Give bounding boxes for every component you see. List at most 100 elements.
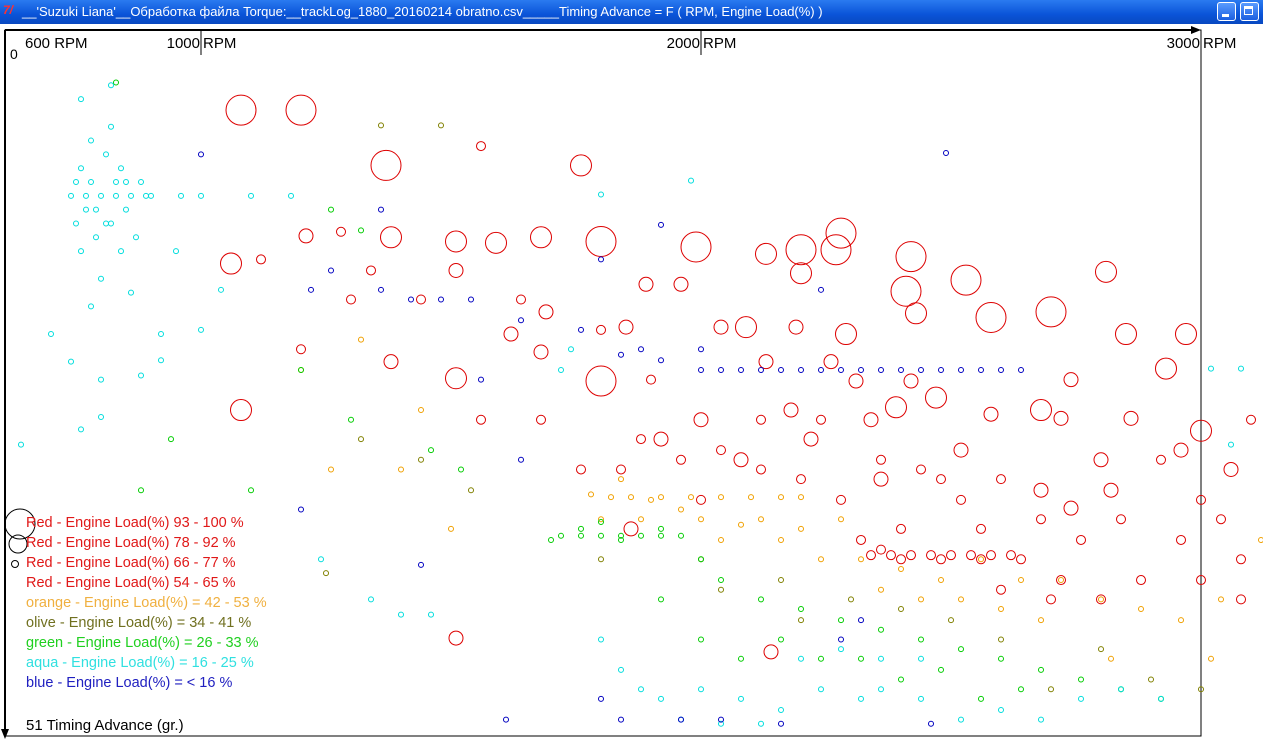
data-point: [878, 626, 884, 633]
minimize-button[interactable]: [1217, 2, 1236, 21]
data-point: [1218, 596, 1224, 603]
data-point: [516, 294, 526, 305]
data-point: [438, 296, 444, 303]
data-point: [825, 217, 857, 249]
data-point: [998, 636, 1004, 643]
data-point: [718, 536, 724, 543]
data-point: [218, 286, 224, 293]
data-point: [548, 536, 554, 543]
app-logo-icon[interactable]: 7/: [3, 3, 14, 17]
data-point: [318, 556, 324, 563]
y-axis-label: 51 Timing Advance (gr.): [26, 717, 184, 734]
data-point: [823, 354, 839, 370]
data-point: [618, 532, 624, 539]
data-point: [1236, 554, 1246, 565]
legend-entry: blue - Engine Load(%) = < 16 %: [26, 675, 233, 691]
data-point: [378, 122, 384, 129]
data-point: [88, 179, 94, 186]
data-point: [978, 695, 984, 702]
data-point: [678, 532, 684, 539]
title-bar: 7/ __'Suzuki Liana'__Обработка файла Tor…: [0, 0, 1263, 24]
data-point: [698, 636, 704, 643]
data-point: [903, 373, 919, 389]
data-point: [878, 366, 884, 373]
data-point: [848, 596, 854, 603]
data-point: [598, 636, 604, 643]
data-point: [103, 151, 109, 158]
data-point: [113, 192, 119, 199]
data-point: [818, 655, 824, 662]
data-point: [858, 617, 864, 624]
data-point: [328, 466, 334, 473]
data-point: [758, 596, 764, 603]
data-point: [445, 230, 467, 253]
data-point: [673, 276, 689, 292]
data-point: [926, 550, 936, 561]
data-point: [866, 550, 876, 561]
data-point: [1038, 716, 1044, 723]
data-point: [158, 357, 164, 364]
data-point: [998, 366, 1004, 373]
data-point: [778, 494, 784, 501]
data-point: [1148, 676, 1154, 683]
data-point: [898, 565, 904, 572]
data-point: [1136, 575, 1146, 586]
data-point: [618, 319, 634, 335]
data-point: [818, 366, 824, 373]
data-point: [618, 476, 624, 483]
data-point: [638, 346, 644, 353]
data-point: [168, 436, 174, 443]
data-point: [1108, 655, 1114, 662]
data-point: [1115, 323, 1137, 346]
data-point: [890, 275, 922, 307]
data-point: [688, 494, 694, 501]
maximize-button[interactable]: [1240, 2, 1259, 21]
data-point: [128, 289, 134, 296]
data-point: [538, 304, 554, 320]
data-point: [778, 706, 784, 713]
data-point: [476, 414, 486, 425]
data-point: [758, 720, 764, 727]
data-point: [1208, 655, 1214, 662]
data-point: [298, 506, 304, 513]
x-axis-arrow-icon: [1191, 26, 1201, 34]
data-point: [658, 221, 664, 228]
data-point: [918, 366, 924, 373]
data-point: [738, 366, 744, 373]
data-point: [1096, 594, 1106, 605]
data-point: [438, 122, 444, 129]
data-point: [518, 317, 524, 324]
data-point: [408, 296, 414, 303]
data-point: [738, 521, 744, 528]
data-point: [616, 464, 626, 475]
data-point: [718, 577, 724, 584]
data-point: [108, 123, 114, 130]
data-point: [536, 414, 546, 425]
data-point: [978, 366, 984, 373]
data-point: [578, 532, 584, 539]
data-point: [1175, 323, 1197, 346]
data-point: [856, 534, 866, 545]
x-tick-unit: RPM: [703, 35, 737, 52]
data-point: [718, 720, 724, 727]
data-point: [738, 655, 744, 662]
data-point: [658, 695, 664, 702]
data-point: [998, 706, 1004, 713]
data-point: [618, 666, 624, 673]
data-point: [1098, 646, 1104, 653]
data-point: [113, 79, 119, 86]
data-point: [68, 358, 74, 365]
data-point: [838, 617, 844, 624]
data-point: [73, 179, 79, 186]
legend-entry: Red - Engine Load(%) 78 - 92 %: [26, 535, 236, 551]
data-point: [445, 367, 467, 390]
data-point: [898, 606, 904, 613]
x-tick-label: 3000: [1166, 35, 1200, 52]
data-point: [698, 346, 704, 353]
data-point: [976, 523, 986, 534]
data-point: [1095, 260, 1117, 283]
data-point: [778, 366, 784, 373]
data-point: [78, 96, 84, 103]
data-point: [885, 396, 907, 419]
data-point: [198, 192, 204, 199]
